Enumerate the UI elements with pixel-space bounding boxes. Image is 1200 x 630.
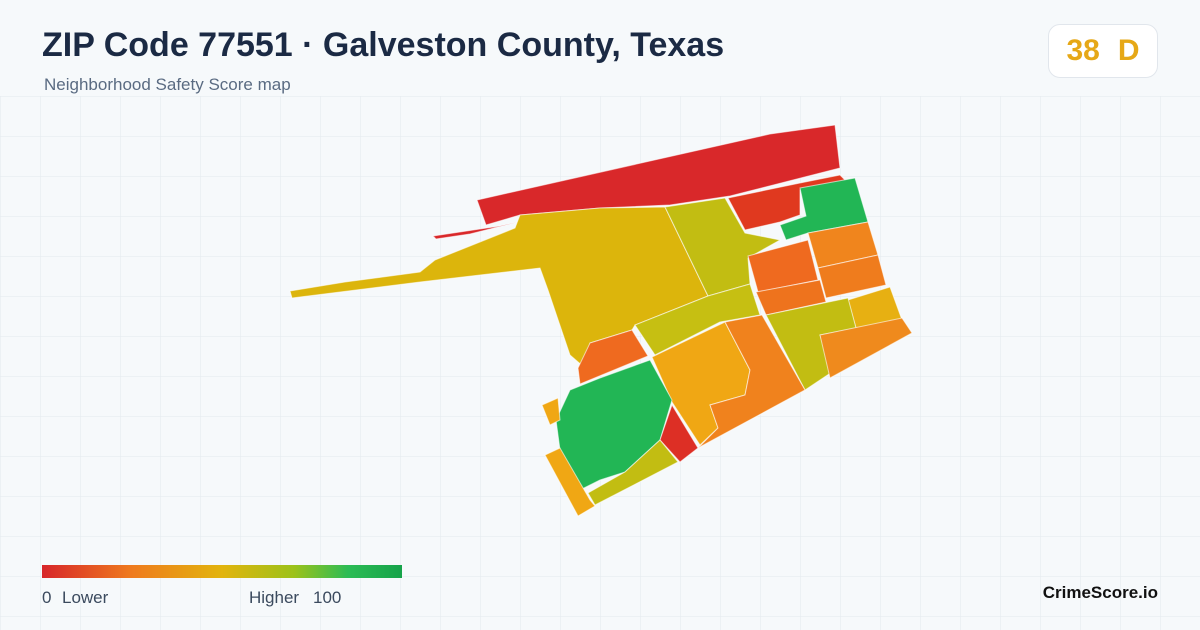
area — [659, 403, 699, 463]
score-grade: D — [1117, 34, 1140, 67]
brand: CrimeScore.io — [1042, 583, 1158, 602]
area — [541, 397, 561, 426]
area — [587, 439, 679, 506]
legend-min-label: Lower — [62, 588, 109, 607]
legend-max: 100 — [313, 588, 342, 607]
score-badge: 38 D — [1048, 24, 1158, 78]
area — [476, 124, 841, 226]
legend-max-label: Higher — [249, 588, 300, 607]
area — [289, 206, 709, 369]
area — [755, 279, 827, 316]
area — [431, 221, 519, 240]
score-value: 38 — [1066, 34, 1100, 67]
area — [577, 329, 649, 385]
area — [817, 254, 887, 299]
area — [819, 317, 913, 379]
title: ZIP Code 77551 · Galveston County, Texas — [42, 26, 725, 64]
legend-gradient — [42, 565, 402, 578]
subtitle: Neighborhood Safety Score map — [44, 75, 291, 94]
zip-area — [289, 124, 913, 517]
area — [544, 447, 596, 517]
area — [779, 177, 869, 241]
area — [697, 314, 806, 449]
legend-min: 0 — [42, 588, 52, 607]
